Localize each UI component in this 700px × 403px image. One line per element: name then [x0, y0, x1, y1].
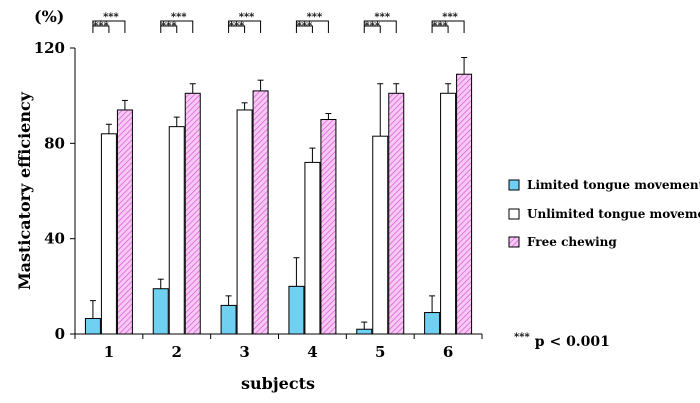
bar-1-subject-1 — [84, 318, 101, 335]
legend-label-free: Free chewing — [527, 235, 617, 249]
x-tick-label: 2 — [172, 343, 182, 361]
x-tick-label: 4 — [307, 343, 317, 361]
bar-2-subject-3 — [236, 109, 253, 335]
significance-note: *** p < 0.001 — [514, 325, 610, 350]
significance-note-marker: *** — [514, 332, 530, 343]
sig-label-inner: *** — [93, 21, 109, 32]
bar-1-subject-4 — [288, 285, 305, 335]
legend-item-limited: Limited tongue movements — [508, 178, 700, 192]
legend: Limited tongue movements Unlimited tongu… — [508, 178, 700, 249]
legend-label-unlimited: Unlimited tongue movements — [527, 207, 700, 221]
sig-bracket-outer — [228, 20, 262, 33]
y-tick-label: 120 — [34, 39, 65, 57]
y-tick-label: 80 — [44, 134, 65, 152]
sig-bracket-outer — [92, 20, 126, 33]
sig-label-outer: *** — [374, 12, 390, 23]
sig-bracket-inner — [228, 25, 246, 33]
y-axis-title: Masticatory efficiency — [15, 91, 34, 290]
x-axis-title: subjects — [241, 374, 315, 393]
sig-bracket-outer — [431, 20, 465, 33]
bar-3-subject-5 — [388, 92, 405, 335]
sig-bracket-outer — [295, 20, 329, 33]
sig-label-inner: *** — [161, 21, 177, 32]
legend-item-unlimited: Unlimited tongue movements — [508, 207, 700, 221]
legend-swatch-free — [508, 236, 520, 248]
sig-bracket-inner — [296, 25, 313, 33]
bar-2-subject-6 — [440, 92, 457, 335]
bar-3-subject-6 — [456, 73, 473, 335]
bar-1-subject-2 — [152, 288, 169, 335]
legend-item-free: Free chewing — [508, 235, 617, 249]
x-tick-label: 1 — [104, 343, 114, 361]
sig-bracket-outer — [160, 20, 194, 33]
bar-2-subject-4 — [304, 161, 321, 335]
bar-1-subject-6 — [424, 312, 441, 335]
sig-bracket-inner — [432, 25, 449, 33]
bar-1-subject-5 — [356, 328, 373, 335]
sig-label-outer: *** — [239, 12, 255, 23]
sig-bracket-inner — [364, 25, 381, 33]
sig-label-outer: *** — [307, 12, 323, 23]
x-tick-label: 6 — [443, 343, 453, 361]
bar-3-subject-2 — [184, 92, 201, 335]
legend-label-limited: Limited tongue movements — [527, 178, 700, 192]
sig-label-inner: *** — [229, 21, 245, 32]
legend-swatch-unlimited — [508, 208, 520, 220]
bar-1-subject-3 — [220, 304, 237, 335]
sig-label-inner: *** — [432, 21, 448, 32]
y-unit-label: (%) — [34, 7, 64, 26]
bar-3-subject-4 — [320, 119, 337, 335]
sig-label-inner: *** — [297, 21, 313, 32]
sig-label-inner: *** — [364, 21, 380, 32]
sig-label-outer: *** — [103, 12, 119, 23]
bar-2-subject-1 — [100, 133, 117, 335]
legend-swatch-limited — [508, 179, 520, 191]
x-tick-label: 5 — [375, 343, 385, 361]
bar-2-subject-5 — [372, 135, 389, 335]
sig-label-outer: *** — [442, 12, 458, 23]
y-tick-label: 40 — [44, 230, 65, 248]
bar-2-subject-2 — [168, 126, 185, 335]
significance-note-text: p < 0.001 — [535, 334, 610, 350]
bar-3-subject-1 — [116, 109, 133, 335]
sig-bracket-inner — [160, 25, 178, 33]
y-tick-label: 0 — [55, 325, 65, 343]
sig-bracket-outer — [363, 20, 397, 33]
sig-bracket-inner — [92, 25, 110, 33]
x-tick-label: 3 — [239, 343, 249, 361]
sig-label-outer: *** — [171, 12, 187, 23]
bar-3-subject-3 — [252, 90, 269, 335]
